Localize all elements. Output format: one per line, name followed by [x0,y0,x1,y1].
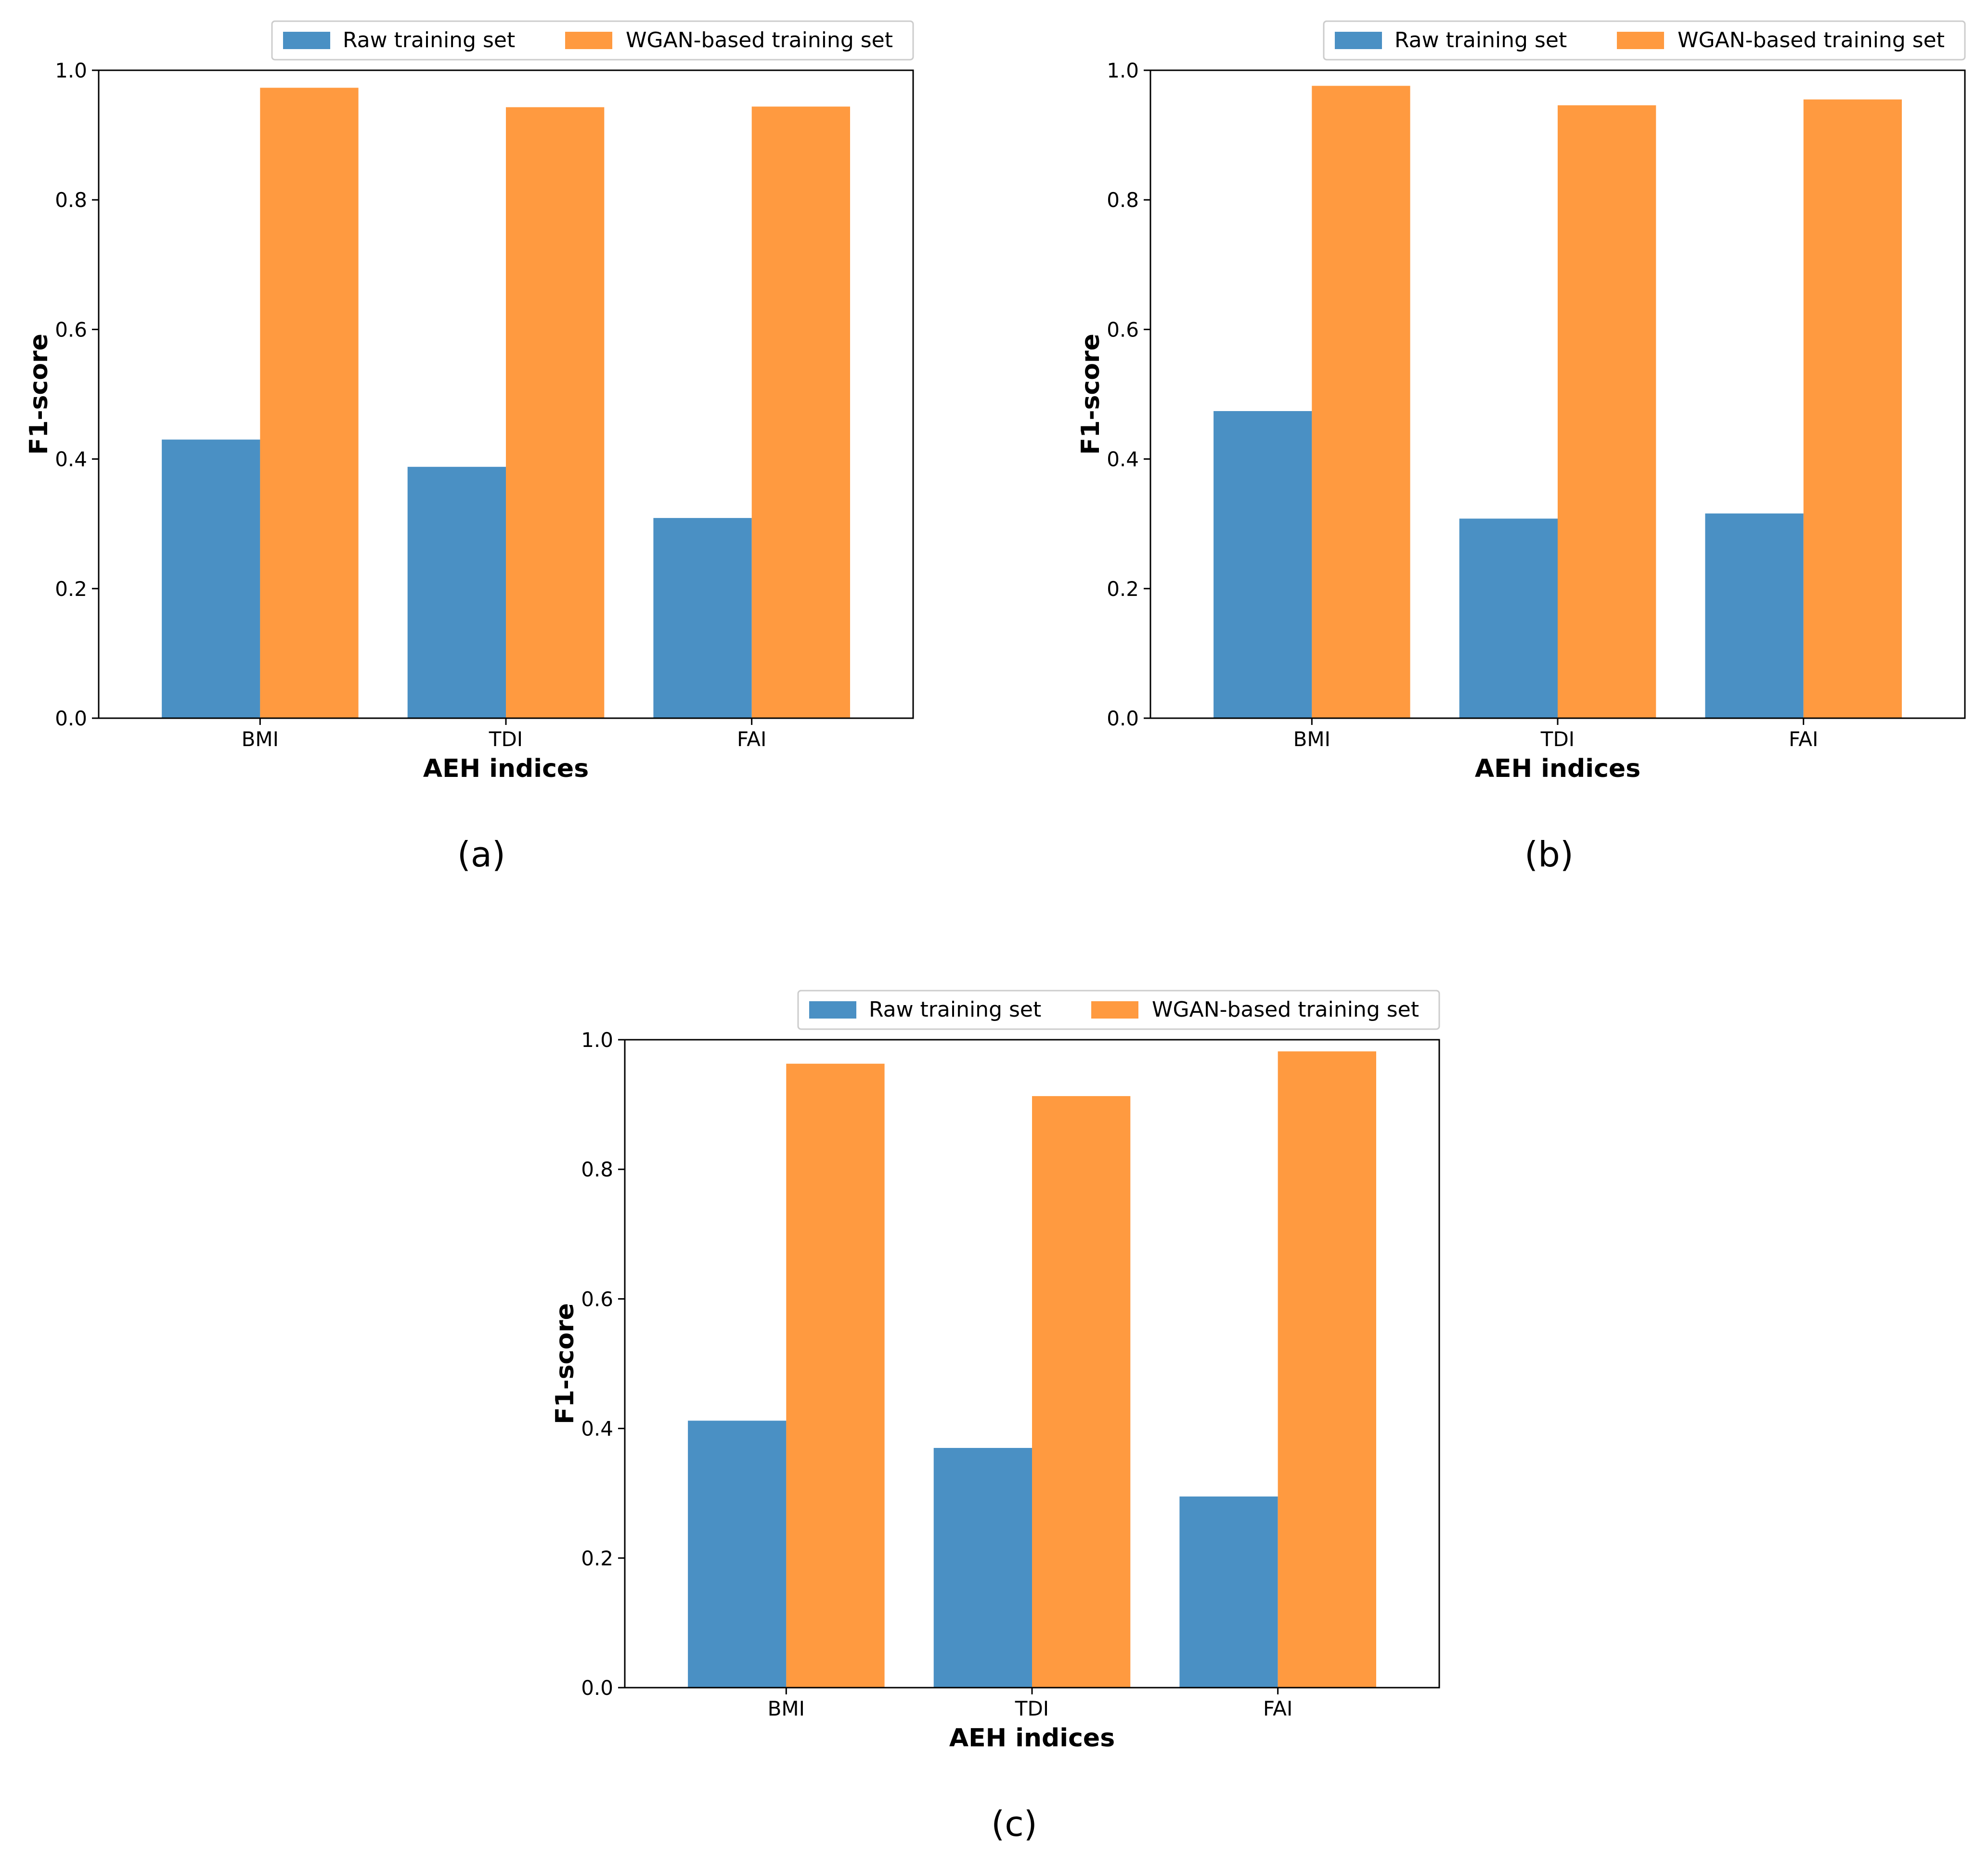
raw-bar-tdi [1459,518,1558,718]
x-tick-label: TDI [1015,1697,1049,1720]
wgan-bar-bmi [786,1063,885,1688]
y-tick-label: 0.4 [55,448,87,471]
legend: Raw training set WGAN-based training set [797,990,1440,1030]
y-tick-label: 1.0 [55,59,87,82]
wgan-bar-tdi [1032,1096,1131,1688]
chart-panel-a: 0.0 0.2 0.4 0.6 0.8 1.0 BMI TDI FAI AEH indices F1… [25,20,914,875]
y-tick-label: 0.6 [581,1287,613,1311]
y-tick-label: 0.8 [1107,188,1139,212]
x-tick-label: BMI [242,727,279,751]
legend: Raw training set WGAN-based training set [1323,20,1966,61]
legend-label-wgan: WGAN-based training set [626,28,893,52]
raw-bar-fai [1705,513,1804,718]
wgan-bar-tdi [506,107,605,719]
y-tick-label: 0.2 [55,577,87,601]
raw-bar-bmi [162,439,260,718]
chart-panel-c: 0.0 0.2 0.4 0.6 0.8 1.0 BMI TDI FAI AEH indices F1… [551,990,1440,1844]
legend-label-wgan: WGAN-based training set [1678,28,1945,52]
wgan-bar-bmi [1312,86,1410,718]
x-tick-label: FAI [737,727,766,751]
y-tick-label: 0.2 [581,1547,613,1570]
wgan-bar-tdi [1558,105,1656,719]
y-axis-label: F1-score [1076,334,1105,455]
y-tick-label: 1.0 [1107,59,1139,82]
x-axis-label: AEH indices [949,1724,1115,1753]
y-tick-label: 0.6 [55,318,87,341]
y-tick-label: 0.6 [1107,318,1139,341]
raw-bar-tdi [407,466,506,718]
legend: Raw training set WGAN-based training set [271,20,914,61]
y-tick-label: 0.2 [1107,577,1139,601]
legend-swatch-raw [1335,32,1382,49]
legend-label-raw: Raw training set [343,28,515,52]
panel-caption: (b) [1524,834,1574,875]
x-tick-label: BMI [768,1697,805,1720]
raw-bar-tdi [933,1448,1032,1688]
legend-swatch-raw [283,32,330,49]
panel-caption: (a) [457,834,505,875]
y-tick-label: 0.8 [581,1158,613,1181]
y-tick-label: 0.4 [581,1417,613,1441]
x-axis-label: AEH indices [1475,754,1640,783]
x-tick-label: BMI [1293,727,1330,751]
y-tick-label: 0.0 [1107,707,1139,730]
raw-bar-bmi [688,1420,787,1688]
legend-swatch-raw [809,1001,856,1019]
legend-label-raw: Raw training set [869,997,1041,1022]
raw-bar-bmi [1213,411,1312,718]
legend-swatch-wgan [565,32,612,49]
x-tick-label: FAI [1789,727,1818,751]
wgan-bar-fai [1278,1051,1376,1688]
y-tick-label: 0.4 [1107,448,1139,471]
raw-bar-fai [1179,1496,1278,1688]
legend-swatch-wgan [1091,1001,1138,1019]
raw-bar-fai [653,518,752,718]
chart-panel-b: 0.0 0.2 0.4 0.6 0.8 1.0 BMI TDI FAI AEH indices F1… [1076,20,1966,875]
y-tick-label: 0.0 [55,707,87,730]
y-tick-label: 0.0 [581,1676,613,1700]
y-tick-label: 1.0 [581,1028,613,1052]
x-tick-label: TDI [489,727,523,751]
x-tick-label: TDI [1540,727,1575,751]
x-tick-label: FAI [1263,1697,1292,1720]
wgan-bar-bmi [260,88,359,718]
x-axis-label: AEH indices [423,754,589,783]
y-axis-label: F1-score [25,334,53,455]
legend-label-raw: Raw training set [1394,28,1567,52]
panel-caption: (c) [991,1804,1037,1844]
legend-swatch-wgan [1617,32,1664,49]
wgan-bar-fai [1803,99,1902,719]
y-axis-label: F1-score [551,1303,580,1424]
y-tick-label: 0.8 [55,188,87,212]
legend-label-wgan: WGAN-based training set [1152,997,1419,1022]
wgan-bar-fai [751,106,850,718]
